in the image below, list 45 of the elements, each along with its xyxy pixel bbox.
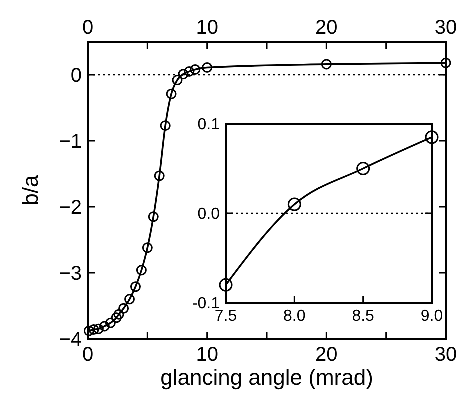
point bbox=[321, 59, 332, 70]
point bbox=[166, 88, 177, 100]
point bbox=[130, 282, 141, 292]
x2-tick-label: 20 bbox=[316, 344, 338, 366]
y-tick-label: 0.1 bbox=[198, 116, 220, 134]
y-tick-label: 0.0 bbox=[198, 206, 220, 224]
x-tick-label: 8.0 bbox=[284, 308, 306, 325]
y-tick-label: −3 bbox=[59, 263, 82, 285]
y-tick-label: −2 bbox=[59, 197, 82, 219]
point bbox=[184, 66, 195, 77]
point bbox=[111, 312, 122, 324]
point bbox=[124, 294, 136, 305]
x2-tick-label: 10 bbox=[196, 344, 218, 366]
y-axis-title: b/a bbox=[18, 174, 43, 206]
point bbox=[288, 198, 302, 212]
point bbox=[118, 303, 130, 314]
point bbox=[190, 64, 201, 75]
x-tick-label: 30 bbox=[434, 17, 458, 39]
point bbox=[219, 278, 233, 292]
point bbox=[114, 309, 124, 320]
point bbox=[99, 321, 110, 332]
y-tick-label: 0 bbox=[70, 65, 82, 87]
point bbox=[172, 75, 183, 86]
point bbox=[160, 120, 171, 132]
point bbox=[154, 170, 165, 182]
y-tick-label: −4 bbox=[59, 329, 82, 351]
x-tick-label: 9.0 bbox=[420, 308, 444, 325]
x2-tick-label: 30 bbox=[434, 344, 458, 366]
x-tick-label: 20 bbox=[316, 17, 338, 39]
point bbox=[202, 62, 213, 73]
x-tick-label: 10 bbox=[196, 17, 218, 39]
y-tick-label: −1 bbox=[59, 131, 82, 153]
point bbox=[425, 130, 439, 144]
point bbox=[88, 324, 100, 336]
point bbox=[148, 212, 159, 222]
point bbox=[84, 326, 94, 336]
x-tick-label: 8.5 bbox=[352, 308, 375, 325]
x-axis-title: glancing angle (mrad) bbox=[160, 365, 374, 390]
point bbox=[142, 242, 153, 254]
point bbox=[136, 265, 147, 276]
point bbox=[356, 162, 370, 176]
point bbox=[440, 58, 452, 68]
point bbox=[178, 69, 189, 80]
point bbox=[93, 324, 104, 334]
point bbox=[105, 318, 116, 328]
